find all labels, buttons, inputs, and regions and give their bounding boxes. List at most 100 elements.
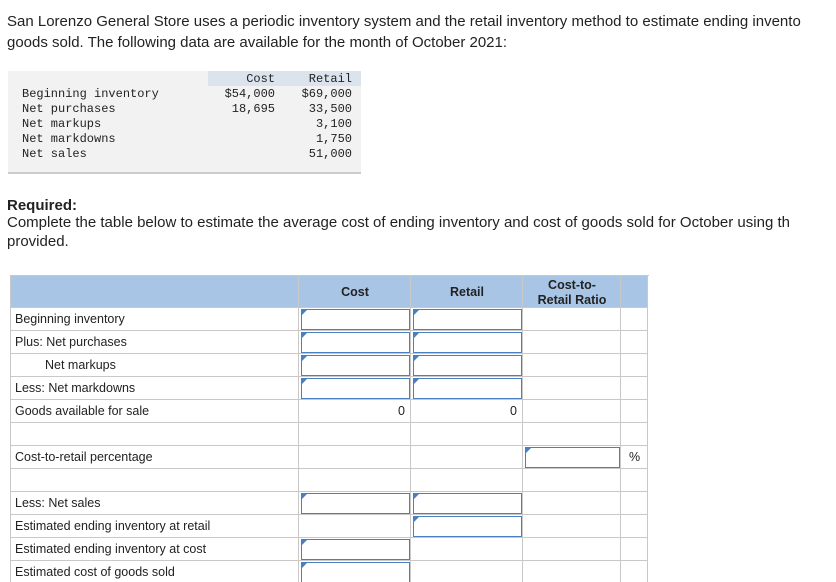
table-cell	[11, 446, 299, 469]
table-cell	[299, 469, 411, 492]
table-cell	[523, 446, 621, 469]
row-label: Goods available for sale	[15, 404, 150, 418]
column-header: Cost	[246, 72, 275, 86]
header-cell	[523, 276, 621, 308]
table-cell	[411, 561, 523, 582]
input-retail[interactable]	[413, 378, 522, 399]
table-cell	[299, 446, 411, 469]
table-cell	[299, 377, 411, 400]
table-cell	[621, 308, 648, 331]
row-label: Plus: Net purchases	[15, 335, 127, 349]
table-cell	[299, 400, 411, 423]
table-cell	[299, 354, 411, 377]
header-cell	[621, 276, 648, 308]
table-cell	[11, 492, 299, 515]
row-label: Net markdowns	[22, 132, 116, 146]
retail-value: 33,500	[308, 102, 352, 116]
required-heading: Required:	[7, 197, 78, 214]
table-cell	[621, 561, 648, 582]
table-cell	[523, 423, 621, 446]
table-cell	[523, 561, 621, 582]
table-cell	[11, 469, 299, 492]
table-cell	[411, 469, 523, 492]
header-cell	[11, 276, 299, 308]
input-retail[interactable]	[413, 332, 522, 353]
table-cell	[621, 446, 648, 469]
table-cell	[11, 400, 299, 423]
table-cell	[621, 331, 648, 354]
data-table: Cost Retail Beginning inventory $54,000 $69,…	[8, 71, 361, 174]
retail-value: $69,000	[301, 87, 352, 101]
row-label: Cost-to-retail percentage	[15, 450, 153, 464]
table-cell	[523, 515, 621, 538]
row-label: Net sales	[22, 147, 87, 161]
row-label: Estimated ending inventory at retail	[15, 519, 211, 533]
table-cell	[299, 331, 411, 354]
table-cell	[621, 377, 648, 400]
table-cell	[411, 423, 523, 446]
input-retail[interactable]	[413, 309, 522, 330]
column-header: Retail	[308, 72, 352, 86]
input-cost[interactable]	[301, 539, 410, 560]
table-cell	[11, 354, 299, 377]
table-cell	[411, 400, 523, 423]
table-cell	[299, 492, 411, 515]
column-header: Retail	[449, 285, 485, 299]
retail-value: 1,750	[315, 132, 352, 146]
input-cost[interactable]	[301, 493, 410, 514]
table-cell	[11, 423, 299, 446]
table-cell	[523, 331, 621, 354]
table-cell	[523, 492, 621, 515]
input-retail[interactable]	[413, 493, 522, 514]
table-cell	[523, 469, 621, 492]
input-cost[interactable]	[301, 355, 410, 376]
table-cell	[11, 308, 299, 331]
table-cell	[11, 331, 299, 354]
unit: %	[628, 450, 641, 464]
table-cell	[523, 308, 621, 331]
table-cell	[299, 515, 411, 538]
data-table-header	[208, 71, 361, 86]
header-cell	[411, 276, 523, 308]
table-cell	[621, 515, 648, 538]
column-header: Cost-to-Retail Ratio	[537, 278, 607, 307]
table-cell	[11, 538, 299, 561]
input-ratio[interactable]	[525, 447, 620, 468]
input-retail[interactable]	[413, 355, 522, 376]
cost-value: 18,695	[231, 102, 275, 116]
table-cell	[411, 331, 523, 354]
row-label: Estimated ending inventory at cost	[15, 542, 207, 556]
table-cell	[299, 423, 411, 446]
row-label: Estimated cost of goods sold	[15, 565, 175, 579]
table-cell	[523, 377, 621, 400]
table-cell	[299, 538, 411, 561]
table-cell	[523, 400, 621, 423]
row-label: Less: Net markdowns	[15, 381, 136, 395]
table-cell	[11, 377, 299, 400]
table-cell	[523, 538, 621, 561]
input-cost[interactable]	[301, 378, 410, 399]
table-cell	[411, 538, 523, 561]
table-cell	[299, 561, 411, 582]
table-cell	[621, 469, 648, 492]
row-label: Net purchases	[22, 102, 116, 116]
input-cost[interactable]	[301, 332, 410, 353]
row-label: Less: Net sales	[15, 496, 101, 510]
table-cell	[411, 446, 523, 469]
table-cell	[621, 492, 648, 515]
input-retail[interactable]	[413, 516, 522, 537]
retail-value: 0	[510, 404, 517, 418]
table-cell	[299, 308, 411, 331]
table-cell	[621, 423, 648, 446]
row-label: Beginning inventory	[22, 87, 159, 101]
required-line: Complete the table below to estimate the…	[7, 214, 790, 231]
input-cost[interactable]	[301, 562, 410, 582]
table-cell	[621, 538, 648, 561]
table-cell	[523, 354, 621, 377]
table-cell	[411, 492, 523, 515]
cost-value: 0	[398, 404, 405, 418]
retail-value: 51,000	[308, 147, 352, 161]
row-label: Beginning inventory	[15, 312, 125, 326]
input-cost[interactable]	[301, 309, 410, 330]
